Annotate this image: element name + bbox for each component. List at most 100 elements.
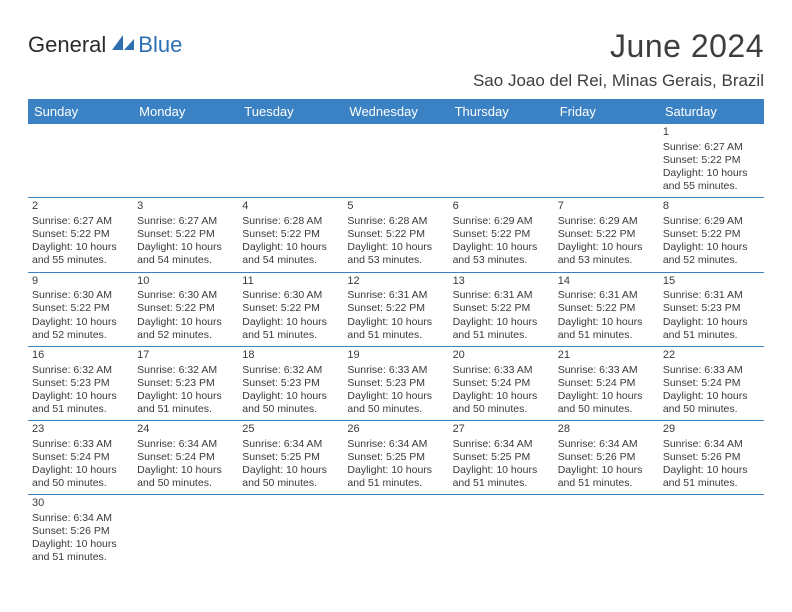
sunset-line: Sunset: 5:22 PM (558, 302, 655, 315)
sunrise-line: Sunrise: 6:31 AM (347, 289, 444, 302)
day-cell: 22Sunrise: 6:33 AMSunset: 5:24 PMDayligh… (659, 346, 764, 420)
day-number: 3 (137, 200, 234, 214)
header: General Blue June 2024 Sao Joao del Rei,… (28, 28, 764, 91)
title-block: June 2024 Sao Joao del Rei, Minas Gerais… (473, 28, 764, 91)
daylight-line: Daylight: 10 hours and 51 minutes. (558, 464, 655, 490)
weekday-header: Friday (554, 99, 659, 124)
day-cell: 4Sunrise: 6:28 AMSunset: 5:22 PMDaylight… (238, 198, 343, 272)
day-number: 17 (137, 349, 234, 363)
sunrise-line: Sunrise: 6:29 AM (453, 215, 550, 228)
daylight-line: Daylight: 10 hours and 51 minutes. (32, 538, 129, 564)
sunset-line: Sunset: 5:22 PM (347, 302, 444, 315)
location: Sao Joao del Rei, Minas Gerais, Brazil (473, 71, 764, 91)
daylight-line: Daylight: 10 hours and 51 minutes. (242, 316, 339, 342)
day-number: 24 (137, 423, 234, 437)
daylight-line: Daylight: 10 hours and 52 minutes. (32, 316, 129, 342)
sunset-line: Sunset: 5:22 PM (137, 228, 234, 241)
day-number: 21 (558, 349, 655, 363)
day-number: 23 (32, 423, 129, 437)
sunset-line: Sunset: 5:26 PM (558, 451, 655, 464)
day-cell: 17Sunrise: 6:32 AMSunset: 5:23 PMDayligh… (133, 346, 238, 420)
weekday-header: Monday (133, 99, 238, 124)
sunrise-line: Sunrise: 6:33 AM (558, 364, 655, 377)
day-cell: 19Sunrise: 6:33 AMSunset: 5:23 PMDayligh… (343, 346, 448, 420)
sunset-line: Sunset: 5:24 PM (137, 451, 234, 464)
day-cell: 5Sunrise: 6:28 AMSunset: 5:22 PMDaylight… (343, 198, 448, 272)
weekday-header: Tuesday (238, 99, 343, 124)
calendar-row: 2Sunrise: 6:27 AMSunset: 5:22 PMDaylight… (28, 198, 764, 272)
sunset-line: Sunset: 5:23 PM (242, 377, 339, 390)
daylight-line: Daylight: 10 hours and 54 minutes. (242, 241, 339, 267)
sail-icon (110, 33, 136, 58)
daylight-line: Daylight: 10 hours and 50 minutes. (242, 390, 339, 416)
day-cell: 18Sunrise: 6:32 AMSunset: 5:23 PMDayligh… (238, 346, 343, 420)
sunrise-line: Sunrise: 6:32 AM (242, 364, 339, 377)
daylight-line: Daylight: 10 hours and 50 minutes. (453, 390, 550, 416)
daylight-line: Daylight: 10 hours and 51 minutes. (663, 464, 760, 490)
sunrise-line: Sunrise: 6:27 AM (32, 215, 129, 228)
day-number: 26 (347, 423, 444, 437)
weekday-header: Wednesday (343, 99, 448, 124)
daylight-line: Daylight: 10 hours and 50 minutes. (347, 390, 444, 416)
sunset-line: Sunset: 5:22 PM (32, 228, 129, 241)
daylight-line: Daylight: 10 hours and 50 minutes. (137, 464, 234, 490)
day-number: 7 (558, 200, 655, 214)
daylight-line: Daylight: 10 hours and 51 minutes. (558, 316, 655, 342)
day-cell: 23Sunrise: 6:33 AMSunset: 5:24 PMDayligh… (28, 421, 133, 495)
day-cell: 1Sunrise: 6:27 AMSunset: 5:22 PMDaylight… (659, 124, 764, 198)
sunset-line: Sunset: 5:22 PM (242, 228, 339, 241)
day-cell: 20Sunrise: 6:33 AMSunset: 5:24 PMDayligh… (449, 346, 554, 420)
empty-cell (449, 495, 554, 569)
calendar-row: 9Sunrise: 6:30 AMSunset: 5:22 PMDaylight… (28, 272, 764, 346)
day-cell: 29Sunrise: 6:34 AMSunset: 5:26 PMDayligh… (659, 421, 764, 495)
empty-cell (133, 495, 238, 569)
sunrise-line: Sunrise: 6:27 AM (137, 215, 234, 228)
sunset-line: Sunset: 5:22 PM (32, 302, 129, 315)
day-number: 27 (453, 423, 550, 437)
sunrise-line: Sunrise: 6:34 AM (558, 438, 655, 451)
daylight-line: Daylight: 10 hours and 51 minutes. (453, 316, 550, 342)
daylight-line: Daylight: 10 hours and 55 minutes. (32, 241, 129, 267)
day-cell: 11Sunrise: 6:30 AMSunset: 5:22 PMDayligh… (238, 272, 343, 346)
day-number: 28 (558, 423, 655, 437)
brand-part1: General (28, 32, 106, 58)
brand-logo: General Blue (28, 32, 182, 58)
daylight-line: Daylight: 10 hours and 55 minutes. (663, 167, 760, 193)
day-cell: 28Sunrise: 6:34 AMSunset: 5:26 PMDayligh… (554, 421, 659, 495)
day-cell: 15Sunrise: 6:31 AMSunset: 5:23 PMDayligh… (659, 272, 764, 346)
day-number: 18 (242, 349, 339, 363)
sunset-line: Sunset: 5:23 PM (137, 377, 234, 390)
day-cell: 7Sunrise: 6:29 AMSunset: 5:22 PMDaylight… (554, 198, 659, 272)
day-number: 8 (663, 200, 760, 214)
sunset-line: Sunset: 5:25 PM (242, 451, 339, 464)
empty-cell (343, 495, 448, 569)
sunrise-line: Sunrise: 6:31 AM (663, 289, 760, 302)
empty-cell (238, 495, 343, 569)
sunrise-line: Sunrise: 6:33 AM (347, 364, 444, 377)
empty-cell (554, 495, 659, 569)
empty-cell (133, 124, 238, 198)
day-number: 12 (347, 275, 444, 289)
sunset-line: Sunset: 5:25 PM (347, 451, 444, 464)
day-number: 1 (663, 126, 760, 140)
sunset-line: Sunset: 5:24 PM (558, 377, 655, 390)
sunset-line: Sunset: 5:24 PM (663, 377, 760, 390)
day-number: 9 (32, 275, 129, 289)
day-cell: 12Sunrise: 6:31 AMSunset: 5:22 PMDayligh… (343, 272, 448, 346)
empty-cell (28, 124, 133, 198)
day-number: 5 (347, 200, 444, 214)
day-number: 19 (347, 349, 444, 363)
sunrise-line: Sunrise: 6:33 AM (453, 364, 550, 377)
sunset-line: Sunset: 5:22 PM (663, 154, 760, 167)
day-cell: 8Sunrise: 6:29 AMSunset: 5:22 PMDaylight… (659, 198, 764, 272)
page: General Blue June 2024 Sao Joao del Rei,… (0, 0, 792, 612)
day-cell: 24Sunrise: 6:34 AMSunset: 5:24 PMDayligh… (133, 421, 238, 495)
daylight-line: Daylight: 10 hours and 54 minutes. (137, 241, 234, 267)
weekday-header: Sunday (28, 99, 133, 124)
daylight-line: Daylight: 10 hours and 53 minutes. (558, 241, 655, 267)
day-number: 4 (242, 200, 339, 214)
sunrise-line: Sunrise: 6:34 AM (347, 438, 444, 451)
day-cell: 27Sunrise: 6:34 AMSunset: 5:25 PMDayligh… (449, 421, 554, 495)
daylight-line: Daylight: 10 hours and 53 minutes. (347, 241, 444, 267)
sunrise-line: Sunrise: 6:30 AM (137, 289, 234, 302)
